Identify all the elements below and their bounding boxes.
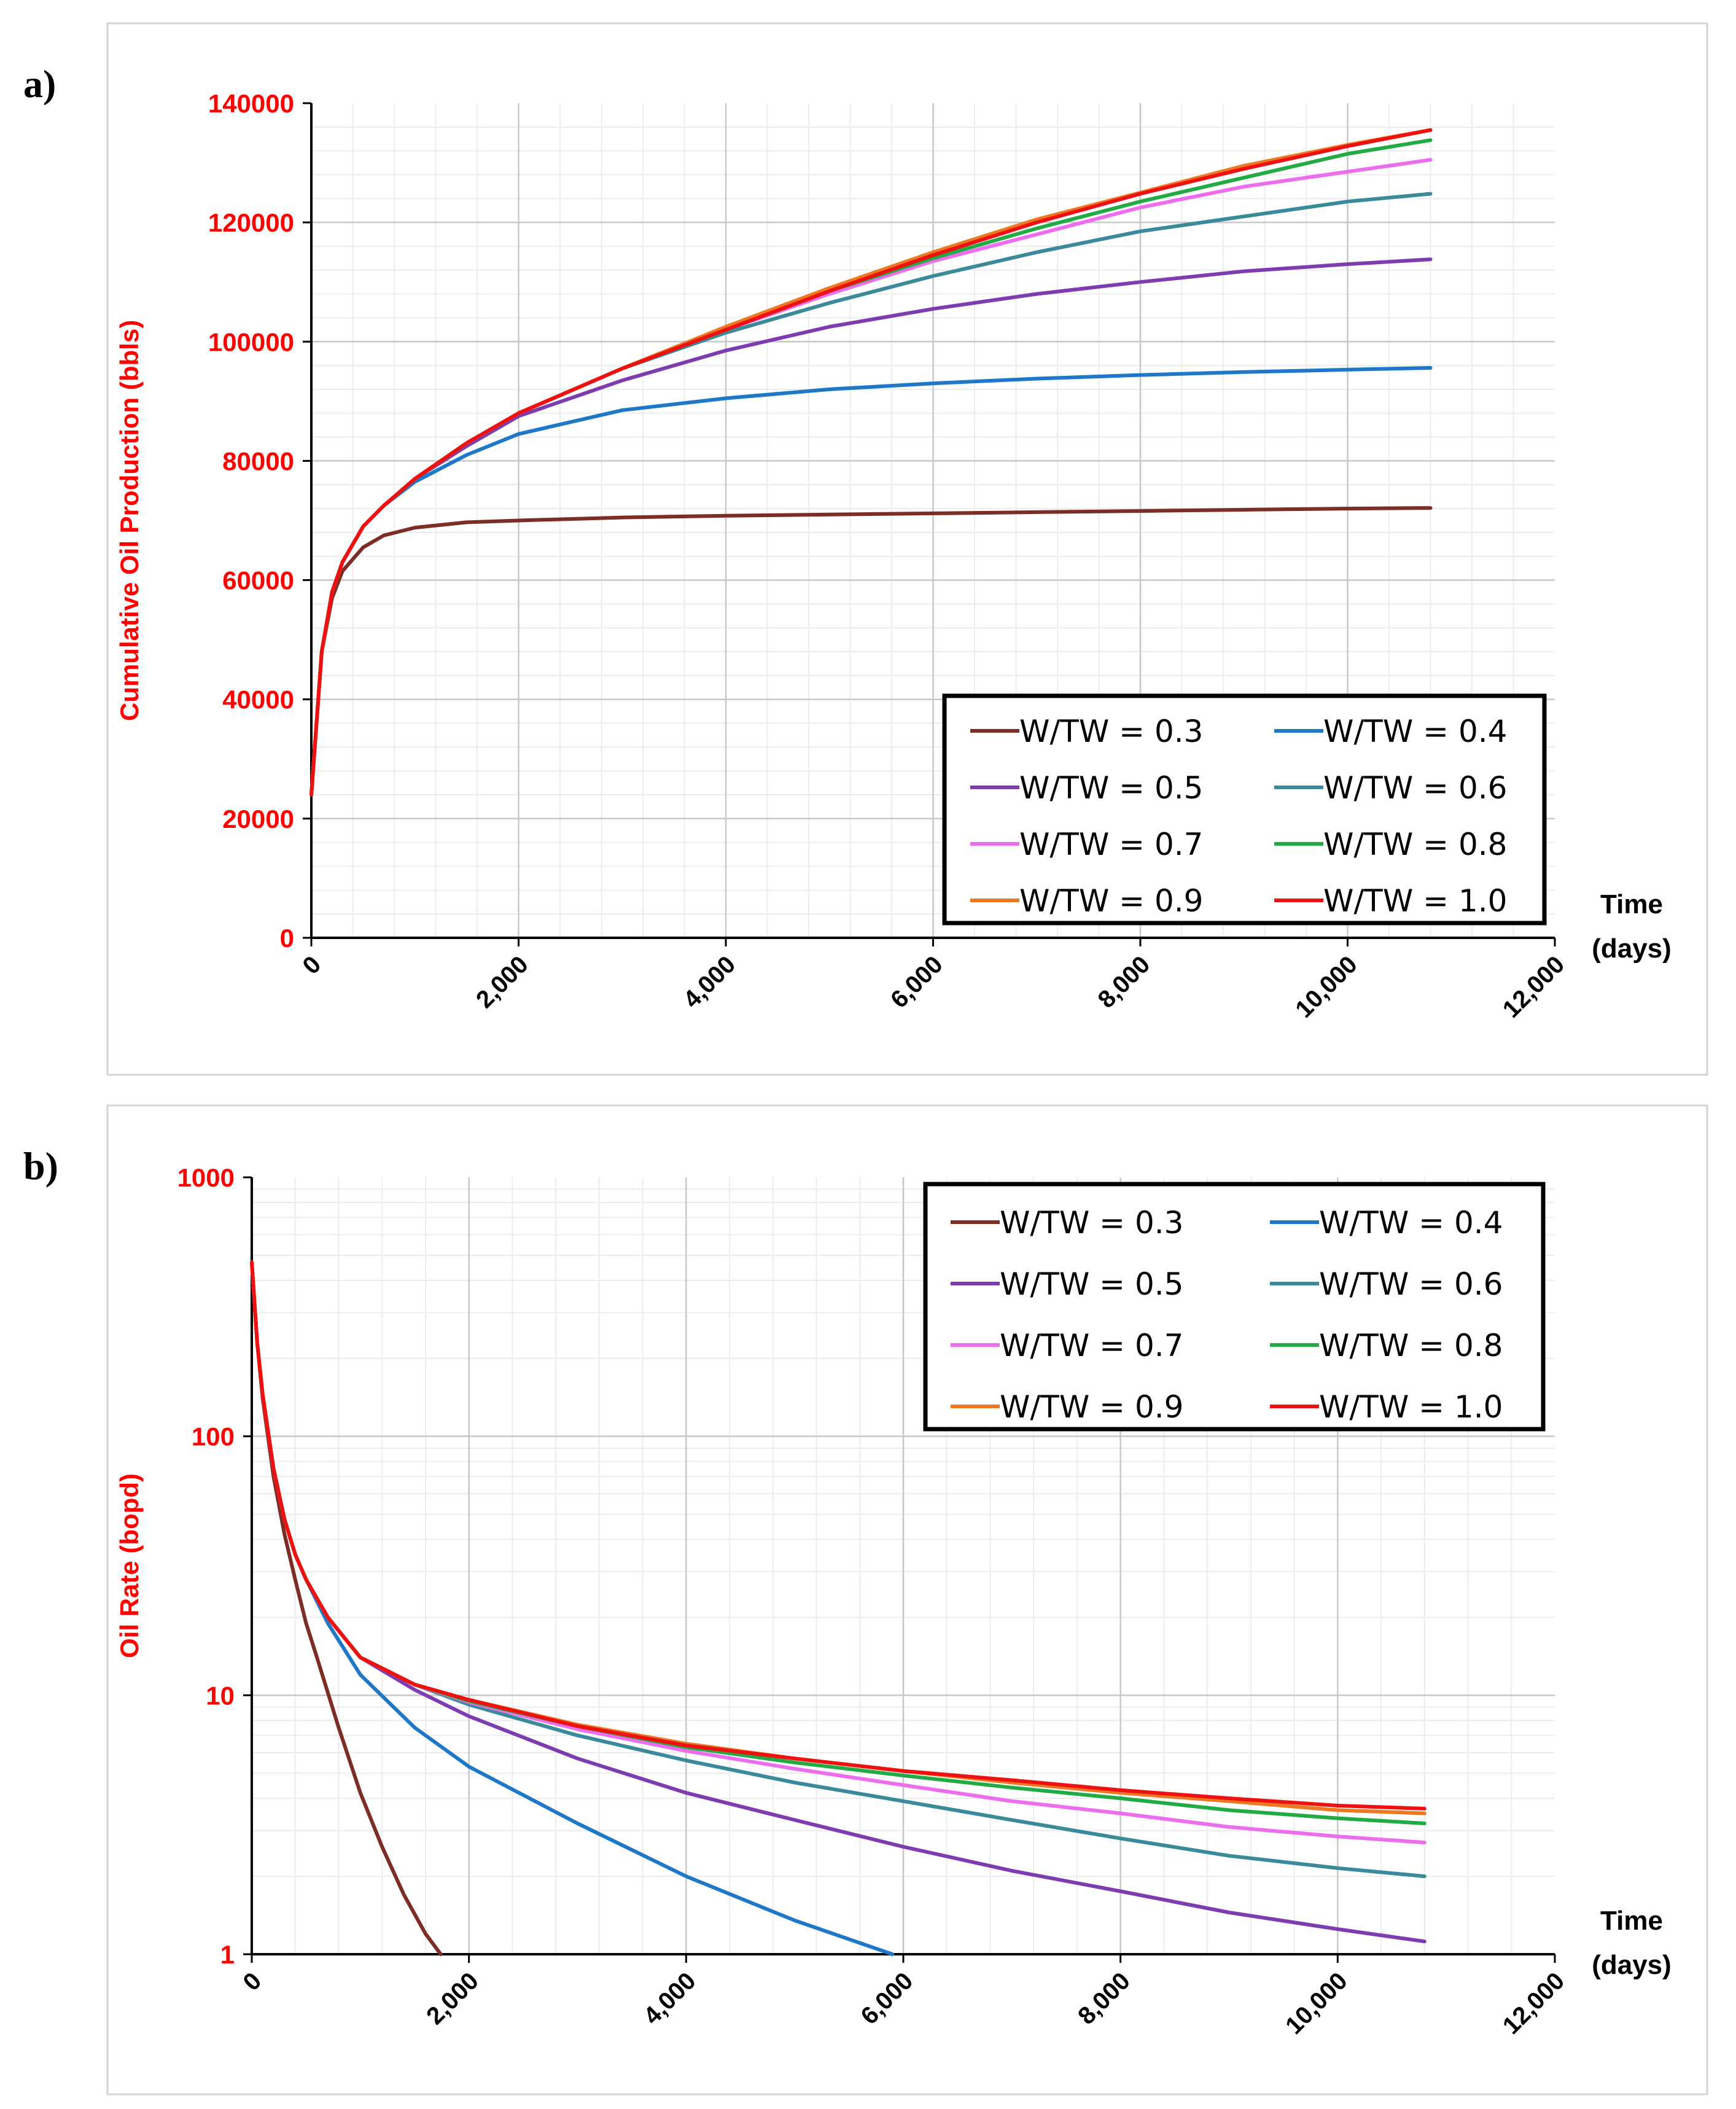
y-tick-label: 20000 [222,805,294,833]
x-axis-title-line1: Time [1600,1906,1663,1936]
y-tick-label: 10 [206,1681,235,1710]
legend-entry: W/TW = 0.8 [1319,1328,1503,1363]
y-tick-label: 120000 [208,208,294,237]
legend-entry: W/TW = 0.4 [1323,714,1507,749]
series-line-0.3 [309,506,1433,797]
legend-entry: W/TW = 0.3 [1000,1205,1183,1241]
x-axis-title-line2: (days) [1592,934,1672,964]
series-line-1.0 [250,1260,1427,1811]
legend-entry: W/TW = 1.0 [1323,883,1507,919]
x-axis-title-line1: Time [1600,889,1663,919]
panel-a-label: a) [23,62,56,106]
y-tick-label: 1000 [177,1163,235,1192]
y-tick-label: 80000 [222,446,294,475]
legend-entry: W/TW = 0.3 [1019,714,1203,749]
legend-box [942,693,1547,926]
legend-entry: W/TW = 0.5 [1019,770,1203,806]
legend-box [923,1182,1546,1432]
legend-entry: W/TW = 0.8 [1323,827,1507,862]
legend-entry: W/TW = 0.6 [1323,770,1507,806]
y-tick-label: 140000 [208,89,294,118]
y-tick-label: 0 [280,924,294,953]
y-axis-title: Oil Rate (bopd) [115,1473,144,1658]
y-tick-label: 60000 [222,566,294,595]
legend-entry: W/TW = 0.6 [1319,1266,1503,1302]
y-tick-label: 100000 [208,327,294,356]
legend-entry: W/TW = 0.7 [1000,1328,1183,1363]
chart-a: 0200004000060000800001000001200001400000… [106,22,1708,1076]
legend-entry: W/TW = 0.4 [1319,1205,1503,1241]
panel-b-label: b) [23,1144,58,1188]
legend-entry: W/TW = 0.9 [1019,883,1203,919]
y-tick-label: 1 [220,1940,235,1969]
y-tick-label: 100 [192,1422,235,1451]
legend-entry: W/TW = 0.9 [1000,1389,1183,1425]
legend-entry: W/TW = 0.5 [1000,1266,1183,1302]
x-axis-title-line2: (days) [1592,1950,1672,1980]
legend-entry: W/TW = 1.0 [1319,1389,1503,1425]
legend-entry: W/TW = 0.7 [1019,827,1203,862]
series-line-1.0 [309,128,1433,797]
y-axis-title: Cumulative Oil Production (bbls) [115,320,144,721]
y-tick-label: 40000 [222,685,294,714]
